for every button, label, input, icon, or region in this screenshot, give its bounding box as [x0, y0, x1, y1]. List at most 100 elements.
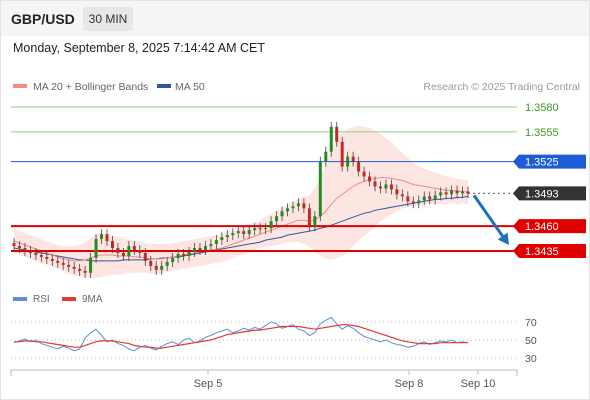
ma50-legend-label: MA 50 — [175, 81, 205, 93]
candle-body — [384, 184, 388, 189]
timeframe-button[interactable]: 30 MIN — [83, 7, 133, 31]
candle-body — [12, 243, 16, 247]
candle-body — [100, 234, 104, 240]
candle-body — [318, 161, 322, 217]
ma50-legend-swatch — [157, 84, 171, 88]
candle-body — [203, 246, 207, 251]
candle-body — [368, 176, 372, 182]
price-tag-label: 1.3460 — [525, 221, 559, 233]
candle-body — [67, 264, 71, 267]
projection-arrow — [472, 194, 509, 245]
price-tag-label: 1.3493 — [525, 188, 559, 200]
rsi-axis: 70 50 30 — [525, 317, 537, 365]
candle-body — [258, 228, 262, 230]
rsi-lines — [13, 316, 469, 352]
candle-body — [72, 266, 76, 269]
candle-body — [182, 253, 186, 256]
candle-body — [94, 239, 98, 258]
candle-body — [411, 201, 415, 204]
candle-body — [362, 171, 366, 177]
candle-body — [373, 181, 377, 187]
price-tag-label: 1.3555 — [525, 127, 559, 139]
candle-body — [461, 191, 465, 194]
candle-body — [154, 265, 158, 270]
candle-body — [61, 262, 65, 265]
candle-body — [56, 260, 60, 263]
ma20-legend-swatch — [13, 84, 27, 88]
candlesticks — [12, 121, 470, 278]
candle-body — [247, 230, 251, 235]
price-tag-bg — [513, 219, 586, 234]
candle-body — [264, 228, 268, 230]
candle-body — [165, 261, 169, 266]
candle-body — [422, 196, 426, 201]
projection-arrow-head — [497, 232, 509, 245]
rsi-tick-label: 70 — [525, 317, 537, 329]
rsi-line — [13, 316, 469, 352]
rsi-ma-legend-label: 9MA — [82, 294, 103, 305]
candle-body — [357, 161, 361, 172]
candle-body — [307, 208, 311, 227]
candle-body — [236, 231, 240, 234]
candle-body — [78, 268, 82, 271]
candle-body — [138, 250, 142, 253]
candle-body — [220, 237, 224, 241]
candle-body — [444, 192, 448, 195]
candle-body — [466, 191, 470, 194]
chart-header: GBP/USD 30 MIN — [0, 0, 590, 36]
rsi-tick-label: 30 — [525, 353, 537, 365]
rsi-grid — [11, 321, 517, 359]
candle-body — [346, 156, 350, 167]
chart-legend: MA 20 + Bollinger Bands MA 50 Research ©… — [13, 81, 580, 93]
candle-body — [176, 253, 180, 258]
candle-body — [389, 184, 393, 190]
candle-body — [116, 248, 120, 253]
rsi-legend: RSI 9MA — [13, 294, 103, 305]
bollinger-band-area — [14, 125, 468, 278]
candle-body — [105, 234, 109, 242]
price-tag-bg — [513, 244, 586, 258]
candle-body — [34, 252, 38, 255]
candle-body — [439, 192, 443, 196]
candle-body — [428, 196, 432, 200]
candle-body — [269, 221, 273, 229]
candle-body — [193, 248, 197, 252]
candle-body — [110, 241, 114, 249]
candle-body — [296, 203, 300, 207]
candle-body — [149, 260, 153, 266]
rsi-tick-label: 50 — [525, 335, 537, 347]
candle-body — [231, 233, 235, 236]
candle-body — [89, 257, 93, 273]
candle-body — [143, 252, 147, 261]
price-tag-label: 1.3435 — [525, 246, 559, 258]
candle-body — [253, 228, 257, 231]
candle-body — [198, 248, 202, 251]
candle-body — [313, 216, 317, 227]
candle-body — [50, 258, 54, 261]
candle-body — [400, 194, 404, 197]
candle-body — [17, 246, 21, 249]
rsi-ma-legend-swatch — [62, 297, 76, 301]
research-credit: Research © 2025 Trading Central — [423, 81, 580, 93]
candle-body — [433, 195, 437, 200]
chart-datetime: Monday, September 8, 2025 7:14:42 AM CET — [13, 41, 265, 55]
candle-body — [127, 246, 131, 256]
candle-body — [83, 270, 87, 273]
bollinger-bands — [14, 125, 468, 278]
time-axis-label: Sep 10 — [461, 378, 496, 390]
price-tags: 1.3580 1.3555 1.3525 1.3493 1.3460 1.3435 — [513, 102, 586, 258]
rsi-legend-label: RSI — [33, 294, 50, 305]
candle-body — [291, 206, 295, 209]
candle-body — [406, 196, 410, 202]
candle-body — [351, 156, 355, 162]
time-axis-label: Sep 5 — [194, 378, 223, 390]
candle-body — [340, 141, 344, 167]
candle-body — [121, 252, 125, 256]
candle-body — [275, 216, 279, 222]
time-axis: Sep 5 Sep 8 Sep 10 — [10, 369, 518, 390]
candle-body — [23, 248, 27, 251]
candle-body — [280, 211, 284, 217]
candle-body — [285, 208, 289, 212]
candle-body — [395, 189, 399, 195]
